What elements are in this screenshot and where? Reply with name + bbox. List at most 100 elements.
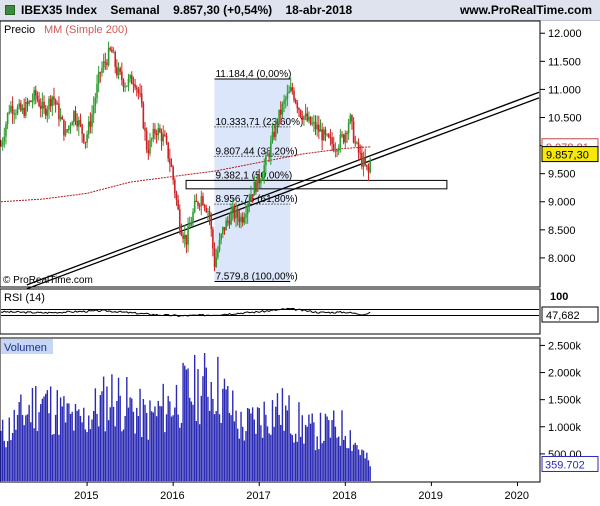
candle xyxy=(165,135,168,143)
candle xyxy=(164,134,166,136)
x-tick-label: 2017 xyxy=(246,490,270,502)
candle xyxy=(182,235,184,239)
site-link[interactable]: www.ProRealTime.com xyxy=(459,3,592,17)
quote-date: 18-abr-2018 xyxy=(285,3,353,17)
candle xyxy=(174,179,176,193)
candle xyxy=(3,136,6,142)
trendline[interactable] xyxy=(26,97,540,290)
candle xyxy=(18,103,21,108)
candle xyxy=(218,239,221,251)
candle xyxy=(87,121,90,135)
chart-header: IBEX35 Index Semanal 9.857,30 (+0,54%) 1… xyxy=(0,0,600,21)
fib-level-label: 8.956,76 (61,80%) xyxy=(215,194,297,205)
price-tick-label: 9.500 xyxy=(548,169,576,181)
price-tick-label: 8.500 xyxy=(548,225,576,237)
candle xyxy=(69,125,72,127)
ma-label: MM (Simple 200) xyxy=(44,24,128,36)
candle xyxy=(304,113,307,117)
candle xyxy=(49,98,52,107)
last-price-tag xyxy=(541,146,599,163)
candle xyxy=(215,257,217,267)
candle xyxy=(364,157,366,165)
x-tick-label: 2018 xyxy=(332,490,356,502)
support-zone-box[interactable] xyxy=(185,179,448,190)
x-tick-label: 2019 xyxy=(418,490,442,502)
candle xyxy=(344,133,347,143)
candle xyxy=(243,217,246,223)
candle xyxy=(299,110,302,117)
rsi-panel[interactable] xyxy=(0,288,541,335)
candle xyxy=(132,83,135,85)
candle xyxy=(236,209,239,218)
price-tick-label: 12.000 xyxy=(548,28,582,40)
candle xyxy=(261,176,264,181)
candle xyxy=(76,120,78,127)
candle xyxy=(205,207,208,213)
candle xyxy=(46,109,49,116)
candle xyxy=(102,61,105,68)
candle xyxy=(346,133,348,135)
candle xyxy=(283,100,285,104)
candle xyxy=(177,199,179,210)
candle xyxy=(222,227,224,235)
candle xyxy=(94,97,97,106)
candle xyxy=(268,155,270,158)
volume-tick-label: 1.000k xyxy=(548,422,582,434)
instrument-name: IBEX35 Index xyxy=(21,3,98,17)
candle xyxy=(169,158,171,164)
candle xyxy=(288,91,290,94)
candle xyxy=(367,166,370,173)
candle xyxy=(251,194,254,196)
candle xyxy=(15,113,17,115)
fib-level-label: 7.579,8 (100,00%) xyxy=(215,272,297,283)
candle xyxy=(212,229,214,249)
rsi-line xyxy=(0,307,371,317)
candle xyxy=(217,250,219,258)
candle xyxy=(89,121,92,127)
candle xyxy=(321,129,323,141)
candle xyxy=(1,141,4,146)
candle xyxy=(180,229,183,236)
candle xyxy=(248,201,251,206)
candle xyxy=(149,140,151,154)
candle xyxy=(324,129,327,135)
candle xyxy=(81,124,83,134)
rsi-value-tag xyxy=(541,306,599,323)
candle xyxy=(119,68,121,72)
candle xyxy=(298,108,300,111)
candle xyxy=(250,194,252,202)
candle xyxy=(274,121,277,137)
candle xyxy=(147,149,150,154)
candle xyxy=(327,134,330,138)
rsi-top-label: 100 xyxy=(550,291,568,303)
candle xyxy=(73,110,75,123)
candle xyxy=(357,142,360,153)
candle xyxy=(144,128,146,131)
candle xyxy=(210,216,213,230)
candle xyxy=(281,103,284,115)
candle xyxy=(331,137,333,145)
candle xyxy=(139,93,141,95)
candle xyxy=(150,138,153,141)
candle xyxy=(202,196,204,206)
candle xyxy=(159,128,161,133)
candle xyxy=(48,98,50,110)
candle xyxy=(198,205,201,207)
candle xyxy=(63,119,65,136)
candle xyxy=(111,49,113,53)
candle xyxy=(341,134,343,136)
candle xyxy=(10,105,12,112)
candle xyxy=(238,217,241,222)
candle xyxy=(152,128,155,139)
volume-value-label: 359.702 xyxy=(545,459,585,471)
candle xyxy=(291,87,294,91)
x-tick-label: 2016 xyxy=(160,490,184,502)
candle xyxy=(183,234,186,239)
candle xyxy=(78,120,80,127)
candle xyxy=(362,157,365,167)
candle xyxy=(241,216,244,223)
candle xyxy=(114,52,117,67)
candle xyxy=(106,62,108,66)
candle xyxy=(311,123,314,125)
